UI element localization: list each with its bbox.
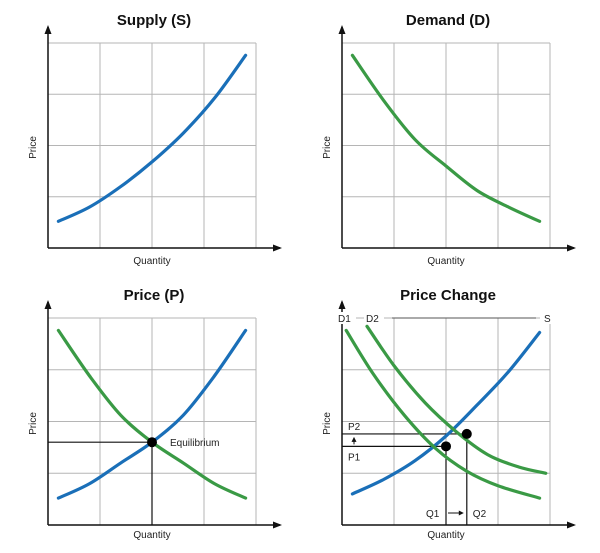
x-axis-label: Quantity — [133, 256, 170, 267]
d1-label-bg — [336, 312, 356, 324]
equilibrium-point — [461, 428, 472, 439]
y-axis-arrow-icon — [44, 300, 52, 309]
d2-label: D2 — [366, 314, 379, 325]
s-label: S — [544, 314, 551, 325]
x-axis-arrow-icon — [567, 521, 576, 529]
d2-label-bg — [364, 312, 384, 324]
arrow-right-icon — [458, 510, 464, 516]
equilibrium-point — [441, 441, 451, 452]
d1-curve — [344, 328, 542, 500]
y-axis-label: Price — [322, 412, 333, 435]
y-axis-arrow-icon — [338, 300, 346, 309]
p2-label: P2 — [348, 422, 361, 433]
chart-title: Price (P) — [124, 287, 185, 304]
x-axis-arrow-icon — [567, 244, 576, 252]
q2-label: Q2 — [473, 509, 487, 520]
s-label-bg — [540, 312, 554, 324]
x-axis-label: Quantity — [427, 530, 464, 541]
p1-label: P1 — [348, 452, 361, 463]
s-curve — [350, 330, 542, 496]
chart-panel-4: Price Change Quantity Price D1 D2 S P2 P1 Q1 Q2 — [322, 287, 576, 541]
chart-title: Supply (S) — [117, 12, 191, 29]
chart-title: Price Change — [400, 287, 496, 304]
equilibrium-label: Equilibrium — [170, 438, 219, 449]
chart-title: Demand (D) — [406, 12, 490, 29]
q1-label-bg — [424, 507, 442, 519]
chart-panel-1: Supply (S) Quantity Price — [28, 12, 282, 267]
chart-panel-3: Price (P) Quantity Price Equilibrium — [28, 287, 282, 541]
y-axis-label: Price — [28, 136, 39, 159]
y-axis-label: Price — [322, 136, 333, 159]
x-axis-arrow-icon — [273, 244, 282, 252]
x-axis-label: Quantity — [133, 530, 170, 541]
d1-label: D1 — [338, 314, 351, 325]
arrow-up-icon — [351, 436, 357, 442]
x-axis-arrow-icon — [273, 521, 282, 529]
y-axis-label: Price — [28, 412, 39, 435]
q1-label: Q1 — [426, 509, 440, 520]
x-axis-label: Quantity — [427, 256, 464, 267]
y-axis-arrow-icon — [338, 25, 346, 34]
d2-curve — [365, 324, 548, 475]
equilibrium-point — [147, 437, 157, 448]
q2-label-bg — [470, 507, 489, 519]
demand-curve — [350, 53, 542, 223]
supply-curve — [56, 53, 248, 223]
y-axis-arrow-icon — [44, 25, 52, 34]
chart-panel-2: Demand (D) Quantity Price — [322, 12, 576, 267]
